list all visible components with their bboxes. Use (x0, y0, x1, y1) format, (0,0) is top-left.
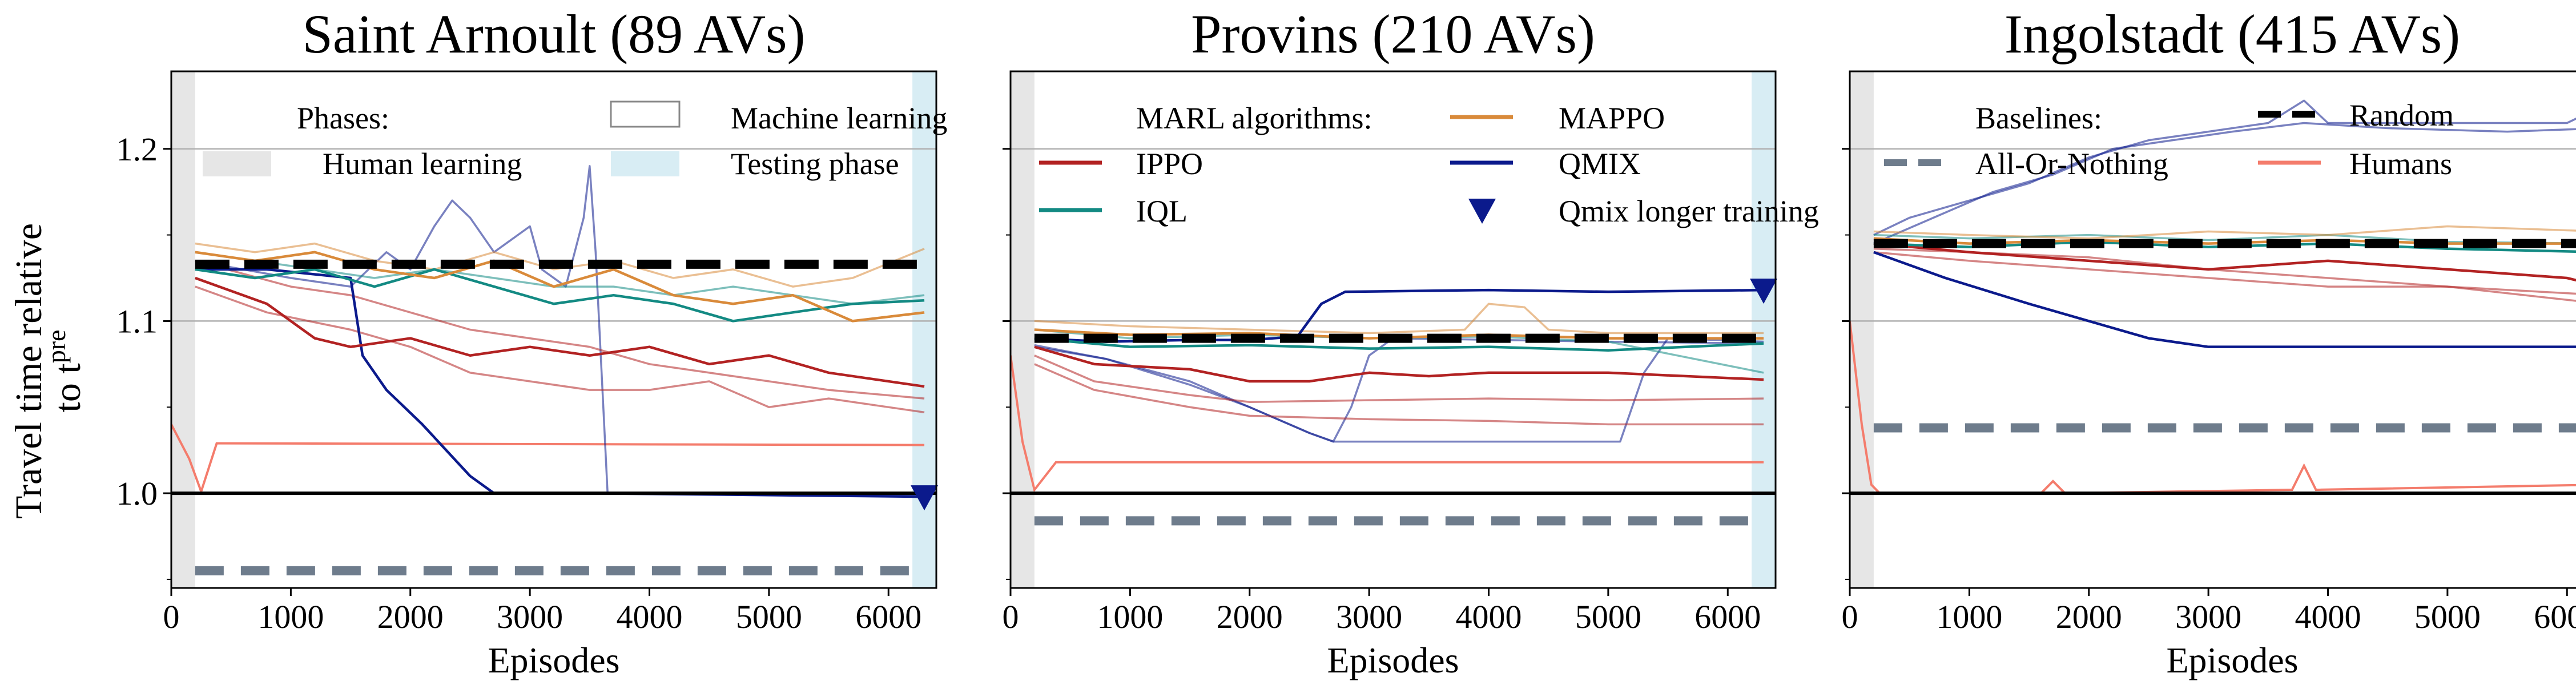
testing-phase-band (1752, 71, 1776, 588)
subplot-3: Ingolstadt (415 AVs) 0 1000 2000 3000 4000 500… (1842, 3, 2576, 680)
y-axis-label-main: to t (47, 363, 88, 412)
subplot-1: Saint Arnoult (89 AVs) 0 1000 2000 3000 4000 5… (116, 3, 939, 680)
qmix-curve-run (1873, 99, 2576, 236)
ippo-curve-run (1034, 354, 1764, 403)
humans-baseline-line (1850, 321, 2576, 495)
plot-area (1850, 71, 2576, 588)
axes-frame (170, 70, 937, 589)
y-axis-label-line-2: to tpre (42, 330, 88, 413)
human-learning-band (1011, 71, 1035, 588)
mappo-curve-run (195, 242, 925, 288)
x-tick-label: 2000 (1217, 598, 1283, 635)
humans-baseline-line (1011, 355, 1764, 493)
y-tick-label: 1.2 (116, 131, 158, 168)
x-tick-label: 0 (1842, 598, 1858, 635)
x-tick-label: 5000 (1575, 598, 1641, 635)
legend-iql-label: IQL (1136, 194, 1188, 228)
x-axis-label: Episodes (1327, 640, 1459, 680)
ippo-curve (1873, 242, 2576, 282)
iql-curve (195, 268, 925, 323)
human-learning-band (1850, 71, 1874, 588)
y-axis-label-superscript: pre (42, 330, 71, 364)
x-tick-label: 6000 (2534, 598, 2576, 635)
x-tick-label: 2000 (377, 598, 444, 635)
legend-human-learning-swatch (203, 151, 271, 176)
x-tick-label: 3000 (497, 598, 563, 635)
y-axis-label-line-1: Travel time relative (8, 223, 50, 519)
subplot-title: Provins (210 AVs) (1191, 3, 1595, 65)
x-tick-label: 0 (163, 598, 180, 635)
legend-machine-learning-swatch (610, 100, 681, 128)
axes-frame (1009, 70, 1777, 589)
subplot-title: Ingolstadt (415 AVs) (2005, 3, 2460, 65)
axes-frame (1849, 70, 2576, 589)
legend-human-learning-label: Human learning (323, 147, 522, 181)
subplots: Saint Arnoult (89 AVs) 0 1000 2000 3000 4000 5… (116, 3, 2576, 680)
legend-mappo-label: MAPPO (1559, 101, 1665, 135)
ippo-curve-run (1034, 363, 1764, 426)
plot-area (1011, 71, 1776, 588)
plot-area (171, 71, 936, 588)
iql-curve (1034, 337, 1764, 352)
legend-all-or-nothing-label: All-Or-Nothing (1975, 147, 2168, 181)
y-tick-label: 1.0 (116, 475, 158, 512)
x-tick-label: 0 (1003, 598, 1019, 635)
y-tick-label: 1.1 (116, 303, 158, 340)
qmix-longer-training-marker (911, 485, 939, 511)
x-tick-label: 3000 (1336, 598, 1402, 635)
subplot-2: Provins (210 AVs) 0 1000 2000 3000 4000 5000 60… (1003, 3, 1778, 680)
qmix-curve-run (1034, 337, 1764, 443)
subplot-title: Saint Arnoult (89 AVs) (303, 3, 806, 65)
qmix-curve (1873, 251, 2576, 348)
x-tick-label: 6000 (1694, 598, 1761, 635)
qmix-curve-run (1034, 337, 1764, 443)
legend-layer: Phases: Machine learning Human learning Tes… (203, 98, 2454, 228)
iql-curve (1873, 240, 2576, 253)
x-tick-label: 5000 (736, 598, 802, 635)
legend-machine-learning-label: Machine learning (731, 101, 947, 135)
ippo-curve-run (195, 285, 925, 414)
x-axis-label: Episodes (488, 640, 619, 680)
mappo-curve (195, 251, 925, 323)
ippo-curve-run (195, 260, 925, 400)
qmix-curve-run (1873, 122, 2576, 245)
mappo-curve-run (1034, 303, 1764, 335)
legend-phases-title: Phases: (297, 101, 389, 135)
legend-qmix-label: QMIX (1559, 147, 1641, 181)
x-tick-label: 2000 (2056, 598, 2122, 635)
legend-qmix-longer-swatch (1468, 199, 1496, 224)
legend-marl-title: MARL algorithms: (1136, 101, 1372, 135)
legend-testing-phase-swatch (611, 151, 679, 176)
legend-testing-phase-label: Testing phase (731, 147, 899, 181)
x-tick-label: 1000 (257, 598, 324, 635)
human-learning-band (171, 71, 195, 588)
legend-ippo-label: IPPO (1136, 147, 1203, 181)
x-tick-label: 5000 (2414, 598, 2481, 635)
x-tick-label: 6000 (855, 598, 921, 635)
legend-humans-label: Humans (2349, 147, 2452, 181)
humans-baseline-line (171, 424, 925, 495)
x-tick-label: 1000 (1097, 598, 1163, 635)
legend-baselines-title: Baselines: (1975, 101, 2102, 135)
ippo-curve (195, 276, 925, 388)
legend-qmix-longer-label: Qmix longer training (1559, 194, 1819, 228)
qmix-longer-training-marker (1750, 279, 1778, 304)
x-tick-label: 4000 (1456, 598, 1522, 635)
x-tick-label: 3000 (2175, 598, 2241, 635)
x-tick-label: 1000 (1936, 598, 2002, 635)
ippo-curve (1034, 345, 1764, 383)
x-axis-label: Episodes (2166, 640, 2298, 680)
x-tick-label: 4000 (617, 598, 683, 635)
ippo-curve-run (1873, 251, 2576, 302)
x-tick-label: 4000 (2295, 598, 2361, 635)
y-axis-label: Travel time relative to tpre (8, 223, 88, 519)
mappo-curve-run (1873, 225, 2576, 240)
legend-random-label: Random (2349, 98, 2454, 132)
